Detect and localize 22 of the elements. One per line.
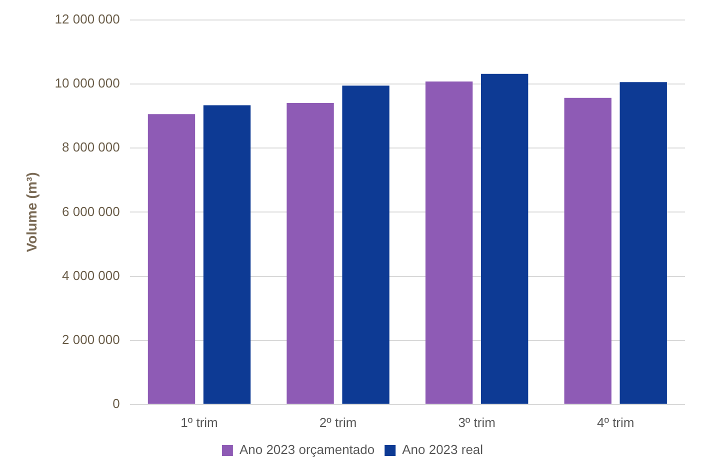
bar xyxy=(203,105,251,404)
bar xyxy=(620,82,667,404)
bar xyxy=(564,98,612,404)
bar xyxy=(342,86,390,404)
legend-label: Ano 2023 orçamentado xyxy=(239,442,375,458)
bar xyxy=(425,82,473,404)
y-tick-label: 4 000 000 xyxy=(62,268,120,283)
x-tick-label: 1º trim xyxy=(180,414,218,430)
y-tick-label: 6 000 000 xyxy=(62,204,120,219)
x-tick-label: 4º trim xyxy=(596,414,634,430)
bar xyxy=(480,74,528,404)
x-tick-label: 2º trim xyxy=(319,414,357,430)
y-tick-label: 8 000 000 xyxy=(62,140,120,155)
y-tick-label: 2 000 000 xyxy=(62,332,120,347)
legend-label: Ano 2023 real xyxy=(402,442,484,458)
y-axis-title: Volume (m³) xyxy=(23,172,40,252)
x-tick-label: 3º trim xyxy=(458,414,496,430)
bar xyxy=(148,114,196,404)
y-tick-label: 10 000 000 xyxy=(54,76,120,91)
y-tick-label: 12 000 000 xyxy=(54,12,120,27)
y-tick-label: 0 xyxy=(112,396,120,411)
bar xyxy=(286,102,334,404)
